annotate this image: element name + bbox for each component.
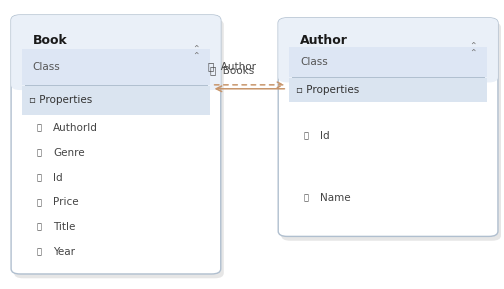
FancyBboxPatch shape — [278, 18, 498, 82]
Text: Year: Year — [53, 247, 75, 257]
FancyBboxPatch shape — [14, 19, 224, 278]
Text: ⌃
⌃: ⌃ ⌃ — [192, 45, 199, 60]
Text: 🔧  Books: 🔧 Books — [210, 65, 254, 75]
Text: 🔧: 🔧 — [303, 193, 308, 202]
Text: Class: Class — [300, 57, 328, 67]
Bar — [22, 49, 210, 85]
Text: Id: Id — [320, 131, 330, 141]
FancyBboxPatch shape — [11, 15, 221, 274]
Text: Genre: Genre — [53, 148, 85, 158]
Bar — [22, 86, 210, 114]
Text: 🔧  Author: 🔧 Author — [208, 61, 256, 71]
Text: Id: Id — [53, 173, 62, 183]
FancyBboxPatch shape — [11, 15, 221, 90]
Text: Author: Author — [300, 34, 348, 47]
Text: Book: Book — [33, 34, 68, 47]
Text: 🔧: 🔧 — [36, 223, 41, 231]
Text: Title: Title — [53, 222, 75, 232]
Text: AuthorId: AuthorId — [53, 123, 98, 133]
Text: ⌃
⌃: ⌃ ⌃ — [469, 42, 476, 58]
Text: 🔧: 🔧 — [303, 132, 308, 141]
Text: 🔧: 🔧 — [36, 173, 41, 182]
Text: Price: Price — [53, 197, 79, 208]
Text: ▫ Properties: ▫ Properties — [296, 85, 359, 95]
FancyBboxPatch shape — [278, 18, 498, 236]
Bar — [289, 78, 487, 102]
Text: ▫ Properties: ▫ Properties — [29, 95, 92, 105]
Bar — [289, 47, 487, 77]
Text: 🔧: 🔧 — [36, 124, 41, 133]
Text: Name: Name — [320, 193, 351, 203]
Text: 🔧: 🔧 — [36, 198, 41, 207]
Text: 🔧: 🔧 — [36, 149, 41, 158]
Text: 🔧: 🔧 — [36, 247, 41, 256]
FancyBboxPatch shape — [281, 22, 501, 241]
Text: Class: Class — [33, 62, 60, 72]
